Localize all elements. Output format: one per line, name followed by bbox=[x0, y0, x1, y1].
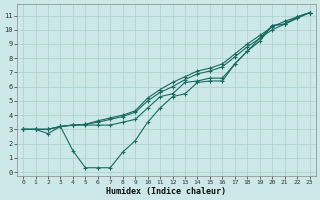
X-axis label: Humidex (Indice chaleur): Humidex (Indice chaleur) bbox=[106, 187, 226, 196]
